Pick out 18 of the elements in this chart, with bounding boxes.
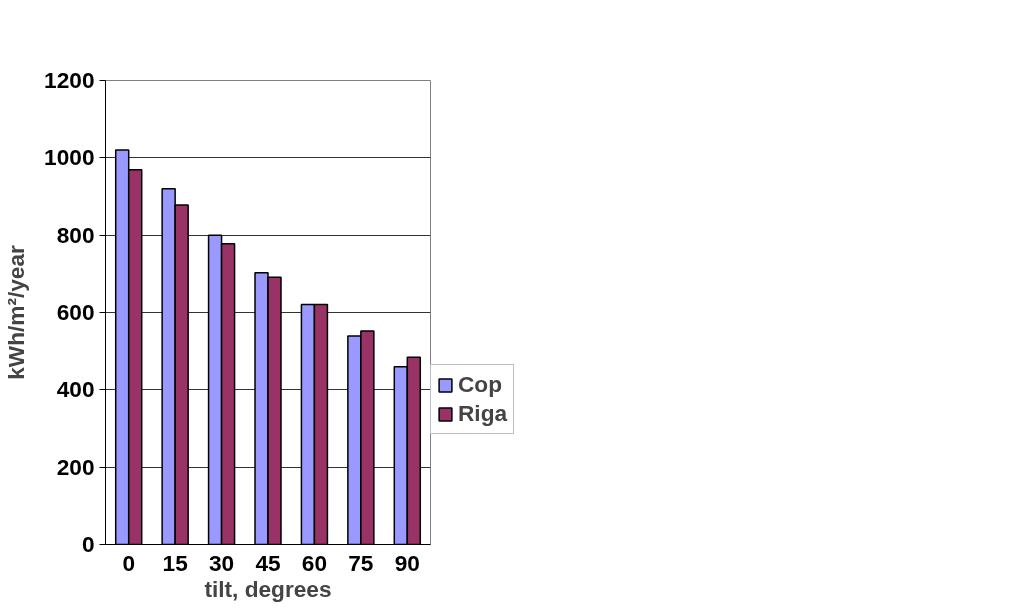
x-tick-label: 45 [255,549,281,576]
x-tick-label: 30 [208,549,235,576]
legend-label: Cop [458,371,503,398]
x-axis-title: tilt, degrees [204,575,332,602]
x-tick-label: 15 [162,549,188,576]
y-axis-title: kWh/m²/year [3,244,30,380]
y-tick-label: 1200 [44,67,95,93]
y-tick-label: 1000 [44,144,95,171]
x-tick-label: 0 [122,549,136,576]
y-tick-label: 400 [56,376,95,403]
y-tick-label: 800 [56,221,95,248]
y-tick-label: 600 [56,299,95,325]
x-tick-label: 90 [394,549,420,576]
legend-label: Riga [458,400,508,427]
x-tick-label: 60 [301,549,328,576]
x-tick-label: 75 [348,549,374,576]
y-tick-label: 0 [81,531,95,557]
y-tick-label: 200 [56,453,95,480]
